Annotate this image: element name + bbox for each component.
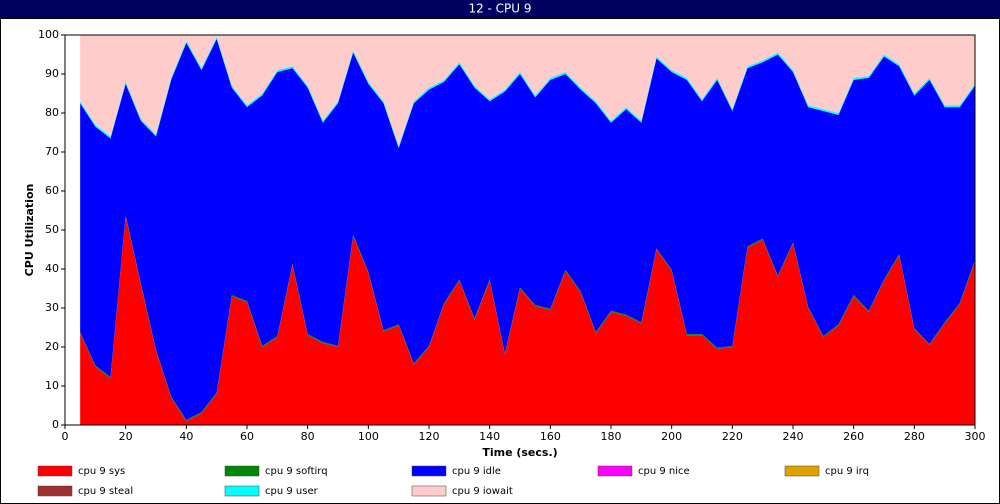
x-tick-label: 0 [62, 430, 69, 443]
x-tick-label: 140 [479, 430, 500, 443]
legend-label: cpu 9 irq [825, 466, 869, 477]
x-tick-label: 60 [240, 430, 254, 443]
x-tick-label: 240 [783, 430, 804, 443]
x-tick-label: 160 [540, 430, 561, 443]
y-tick-label: 100 [38, 28, 59, 41]
y-tick-label: 20 [45, 340, 59, 353]
x-tick-label: 180 [601, 430, 622, 443]
legend-label: cpu 9 steal [78, 486, 133, 497]
area [80, 35, 975, 147]
y-tick-label: 30 [45, 301, 59, 314]
x-tick-label: 200 [661, 430, 682, 443]
y-tick-label: 70 [45, 145, 59, 158]
y-tick-label: 0 [52, 418, 59, 431]
area [80, 216, 975, 425]
area [80, 38, 975, 420]
x-tick-label: 280 [904, 430, 925, 443]
x-tick-label: 40 [179, 430, 193, 443]
x-tick-label: 100 [358, 430, 379, 443]
x-tick-label: 220 [722, 430, 743, 443]
legend-swatch [224, 465, 260, 477]
x-tick-label: 20 [119, 430, 133, 443]
y-tick-label: 10 [45, 379, 59, 392]
x-tick-label: 300 [965, 430, 986, 443]
chart-title: 12 - CPU 9 [468, 2, 531, 16]
x-tick-label: 80 [301, 430, 315, 443]
title-bar [0, 0, 1000, 18]
legend-swatch [784, 465, 820, 477]
legend-label: cpu 9 softirq [265, 466, 328, 477]
y-axis-title: CPU Utilization [23, 184, 36, 277]
legend-label: cpu 9 iowait [452, 486, 513, 497]
y-tick-label: 50 [45, 223, 59, 236]
legend-swatch [224, 485, 260, 497]
y-tick-label: 60 [45, 184, 59, 197]
legend-label: cpu 9 nice [638, 466, 690, 477]
y-tick-label: 80 [45, 106, 59, 119]
x-axis-title: Time (secs.) [482, 446, 557, 459]
y-tick-label: 90 [45, 67, 59, 80]
legend-label: cpu 9 sys [78, 466, 125, 477]
legend-swatch [37, 485, 73, 497]
x-tick-label: 260 [843, 430, 864, 443]
legend-swatch [411, 485, 447, 497]
y-tick-label: 40 [45, 262, 59, 275]
legend-swatch [411, 465, 447, 477]
legend-swatch [597, 465, 633, 477]
legend-label: cpu 9 user [265, 486, 319, 497]
legend-label: cpu 9 idle [452, 466, 501, 477]
x-tick-label: 120 [419, 430, 440, 443]
legend-swatch [37, 465, 73, 477]
